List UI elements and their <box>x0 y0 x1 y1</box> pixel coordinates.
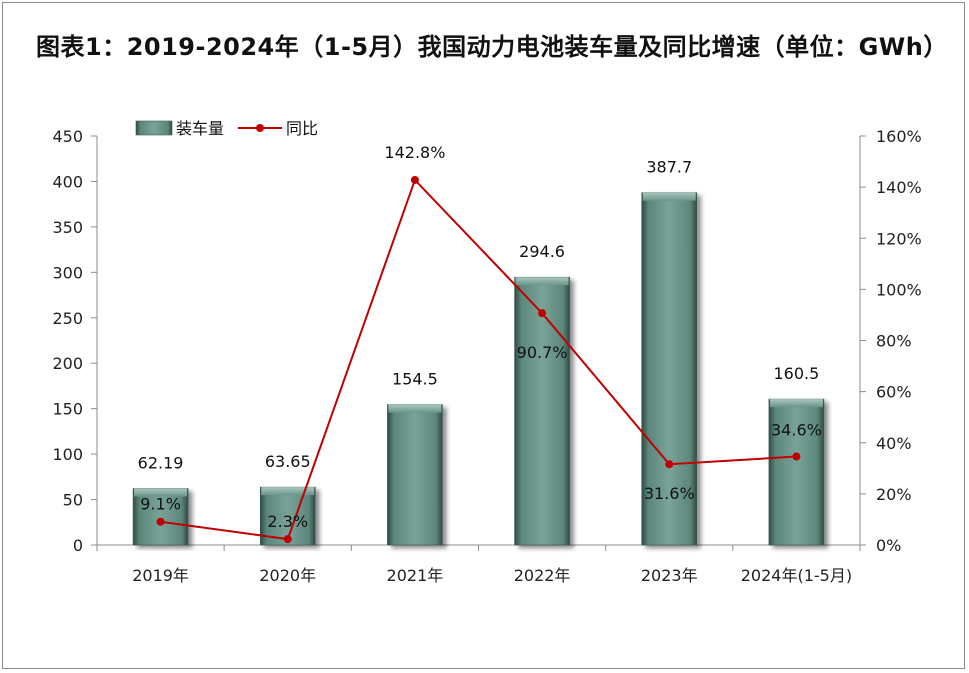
bar-top-highlight <box>515 277 569 286</box>
x-tick-label: 2023年 <box>641 566 698 585</box>
bar-top-highlight <box>388 404 442 413</box>
y-right-tick-label: 60% <box>876 383 912 402</box>
bar-2023年 <box>641 192 698 546</box>
y-left-tick-label: 300 <box>52 263 83 282</box>
y-right-tick-label: 80% <box>876 332 912 351</box>
y-right-tick-label: 100% <box>876 280 922 299</box>
y-right-tick-label: 0% <box>876 536 901 555</box>
yoy-point-2019年 <box>156 517 165 526</box>
x-tick-label: 2020年 <box>259 566 316 585</box>
legend-line-marker <box>256 124 264 132</box>
y-left-tick-label: 50 <box>63 491 83 510</box>
bar-top-highlight <box>642 192 696 201</box>
y-right-tick-label: 160% <box>876 127 922 146</box>
x-tick-label: 2021年 <box>387 566 444 585</box>
yoy-point-2022年 <box>538 309 547 318</box>
bar-top-highlight <box>769 399 823 408</box>
bar-body <box>132 488 189 546</box>
y-left-tick-label: 150 <box>52 400 83 419</box>
yoy-point-2024年(1-5月) <box>792 452 801 461</box>
bar-value-label: 387.7 <box>646 158 692 177</box>
bar-body <box>514 276 570 546</box>
axes: 0 50 100 150 200 250 300 350 400 450 0% 20% 40% 60% 80… <box>52 127 921 585</box>
bar-2022年 <box>514 276 570 546</box>
yoy-value-label: 9.1% <box>140 495 181 514</box>
y-right-tick-label: 20% <box>876 485 912 504</box>
bar-2019年 <box>132 488 189 546</box>
y-left-tick-label: 200 <box>52 354 83 373</box>
bar-value-label: 63.65 <box>265 452 311 471</box>
yoy-value-label: 34.6% <box>771 421 822 440</box>
bar-2024年(1-5月) <box>768 398 825 546</box>
bar-value-label: 294.6 <box>519 242 565 261</box>
legend: 装车量 同比 <box>135 119 318 138</box>
bar-body <box>387 404 443 546</box>
x-tick-label: 2022年 <box>514 566 571 585</box>
legend-bar-label: 装车量 <box>176 119 224 138</box>
yoy-value-label: 31.6% <box>644 484 695 503</box>
bar-series <box>132 192 825 546</box>
line-series <box>156 175 801 544</box>
bar-body <box>641 192 698 546</box>
yoy-value-label: 90.7% <box>517 343 568 362</box>
bar-2021年 <box>387 404 443 546</box>
yoy-line <box>160 178 797 541</box>
yoy-point-2021年 <box>410 175 419 184</box>
yoy-value-label: 2.3% <box>267 512 308 531</box>
bar-value-label: 62.19 <box>138 453 184 472</box>
y-left-tick-label: 0 <box>73 536 83 555</box>
y-right-tick-label: 40% <box>876 434 912 453</box>
y-right-tick-label: 140% <box>876 178 922 197</box>
legend-item-bar: 装车量 <box>135 119 224 138</box>
x-tick-label: 2024年(1-5月) <box>741 566 852 585</box>
bar-top-highlight <box>134 488 188 497</box>
yoy-point-2020年 <box>283 535 292 544</box>
yoy-value-label: 142.8% <box>384 143 445 162</box>
bar-value-label: 160.5 <box>774 364 820 383</box>
x-tick-label: 2019年 <box>132 566 189 585</box>
bar-body <box>768 398 825 546</box>
legend-line-label: 同比 <box>286 119 318 138</box>
legend-bar-swatch <box>135 120 173 136</box>
y-left-tick-label: 250 <box>52 309 83 328</box>
y-left-tick-label: 450 <box>52 127 83 146</box>
y-left-tick-label: 100 <box>52 445 83 464</box>
y-right-tick-label: 120% <box>876 229 922 248</box>
bar-top-highlight <box>261 487 315 496</box>
legend-item-line: 同比 <box>238 119 318 138</box>
data-labels: 62.19 63.65 154.5 294.6 387.7 160.5 9.1% 2.3% 14… <box>138 143 822 531</box>
y-left-tick-label: 400 <box>52 172 83 191</box>
bar-value-label: 154.5 <box>392 370 438 389</box>
chart-title: 图表1：2019-2024年（1-5月）我国动力电池装车量及同比增速（单位：GW… <box>36 33 948 61</box>
y-left-tick-label: 350 <box>52 218 83 237</box>
yoy-point-2023年 <box>665 460 674 469</box>
